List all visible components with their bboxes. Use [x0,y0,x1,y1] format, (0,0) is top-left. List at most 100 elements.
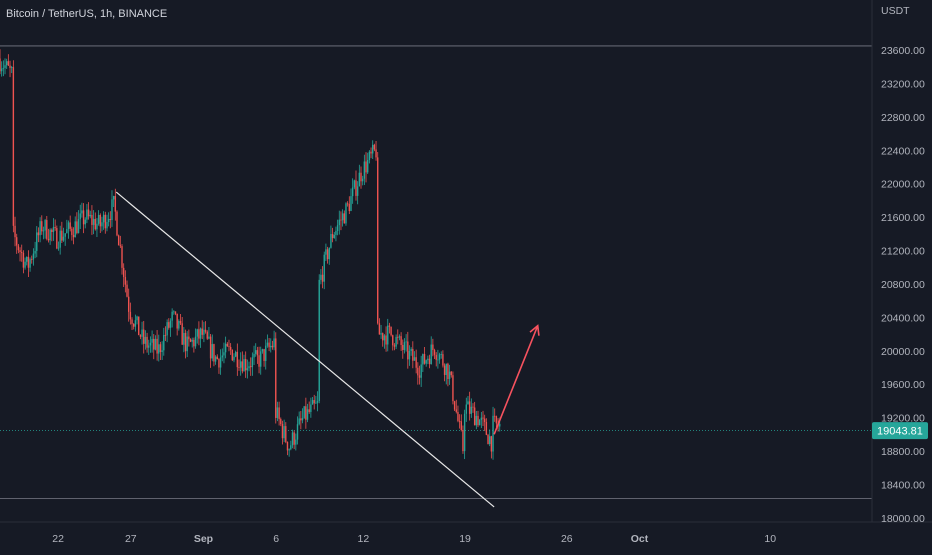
candle-body [37,232,40,236]
candle-body [435,354,437,360]
candle-body [258,355,260,367]
candle-body [94,218,96,230]
candle-body [0,58,1,72]
candle-body [281,424,284,439]
price-tick-label: 20000.00 [881,346,925,358]
candle-body [326,249,329,260]
candle-body [468,401,471,414]
candle-body [485,421,488,435]
candle-body [9,65,11,68]
candle-body [0,68,3,72]
candle-body [380,333,382,335]
candle-body [428,358,431,365]
candle-body [472,406,474,408]
symbol-title: Bitcoin / TetherUS, 1h, BINANCE [6,8,167,20]
candle-body [203,329,205,335]
price-unit-label: USDT [881,5,910,17]
candle-body [492,415,494,452]
candle-body [377,157,379,324]
candle-body [260,351,262,367]
candle-body [253,353,255,358]
candle-body [76,221,78,234]
time-tick-label: 12 [357,533,369,545]
candle-body [358,172,361,187]
candle-body [417,367,419,376]
candle-body [301,417,304,421]
candle-body [363,161,366,179]
candle-body [84,219,86,225]
candle-body [475,415,478,426]
candle-body [219,357,222,368]
candle-body [208,336,210,339]
candle-body [151,338,153,343]
candle-body [111,199,113,221]
price-tick-label: 18800.00 [881,446,925,458]
candle-body [89,214,91,217]
candle-body [477,415,479,426]
candle-body [102,214,105,223]
candle-body [164,334,167,336]
candle-body [181,323,183,345]
candle-body [356,186,359,196]
candle-body [218,359,220,368]
candle-body [350,196,352,211]
price-axis[interactable]: 18000.00 18400.00 18800.00 19200.00 19600.00… [881,45,925,525]
candle-body [268,342,270,348]
candle-body [390,326,392,336]
candle-body [313,400,315,404]
candle-body [71,228,73,235]
candle-body [31,259,33,261]
candle-body [139,335,142,337]
candle-body [328,247,330,260]
candle-body [26,256,28,262]
horizontal-lines-group [0,45,872,500]
candle-body [24,261,26,268]
candle-body [266,342,269,346]
candle-body [159,344,162,352]
candles-group [0,49,501,460]
candle-body [61,230,63,241]
candle-body [397,336,399,338]
candle-body [97,214,100,224]
candle-body [463,413,466,452]
current-price-tag: 19043.81 [872,422,928,440]
candle-body [67,222,70,230]
candle-body [293,432,295,445]
candle-body [455,409,457,412]
candle-body [450,371,452,376]
candle-body [489,436,491,445]
candle-body [283,426,285,439]
candle-body [330,234,332,248]
candle-body [338,219,340,226]
candle-body [32,253,35,260]
candle-body [204,329,207,332]
candle-body [163,334,165,351]
candle-body [166,322,168,336]
candle-body [423,354,426,364]
candle-body [244,359,247,371]
time-axis[interactable]: 22 27 Sep 6 12 19 26 Oct 10 [52,533,776,545]
candle-body [169,320,172,328]
candle-body [29,259,31,268]
candle-body [452,375,454,402]
candle-body [270,345,272,348]
price-tick-label: 19600.00 [881,379,925,391]
candle-body [54,227,56,229]
candle-body [433,349,436,355]
candle-body [306,409,309,420]
candle-body [19,250,21,252]
candle-body [79,213,81,220]
candle-body [278,407,280,420]
candle-body [77,219,80,234]
candle-body [121,246,123,268]
candle-body [311,400,314,405]
candle-body [133,323,135,327]
candle-body [487,434,489,445]
candle-body [41,221,43,232]
candle-body [168,322,170,328]
candle-body [96,223,98,230]
candle-body [348,203,351,211]
candle-body [226,343,229,347]
